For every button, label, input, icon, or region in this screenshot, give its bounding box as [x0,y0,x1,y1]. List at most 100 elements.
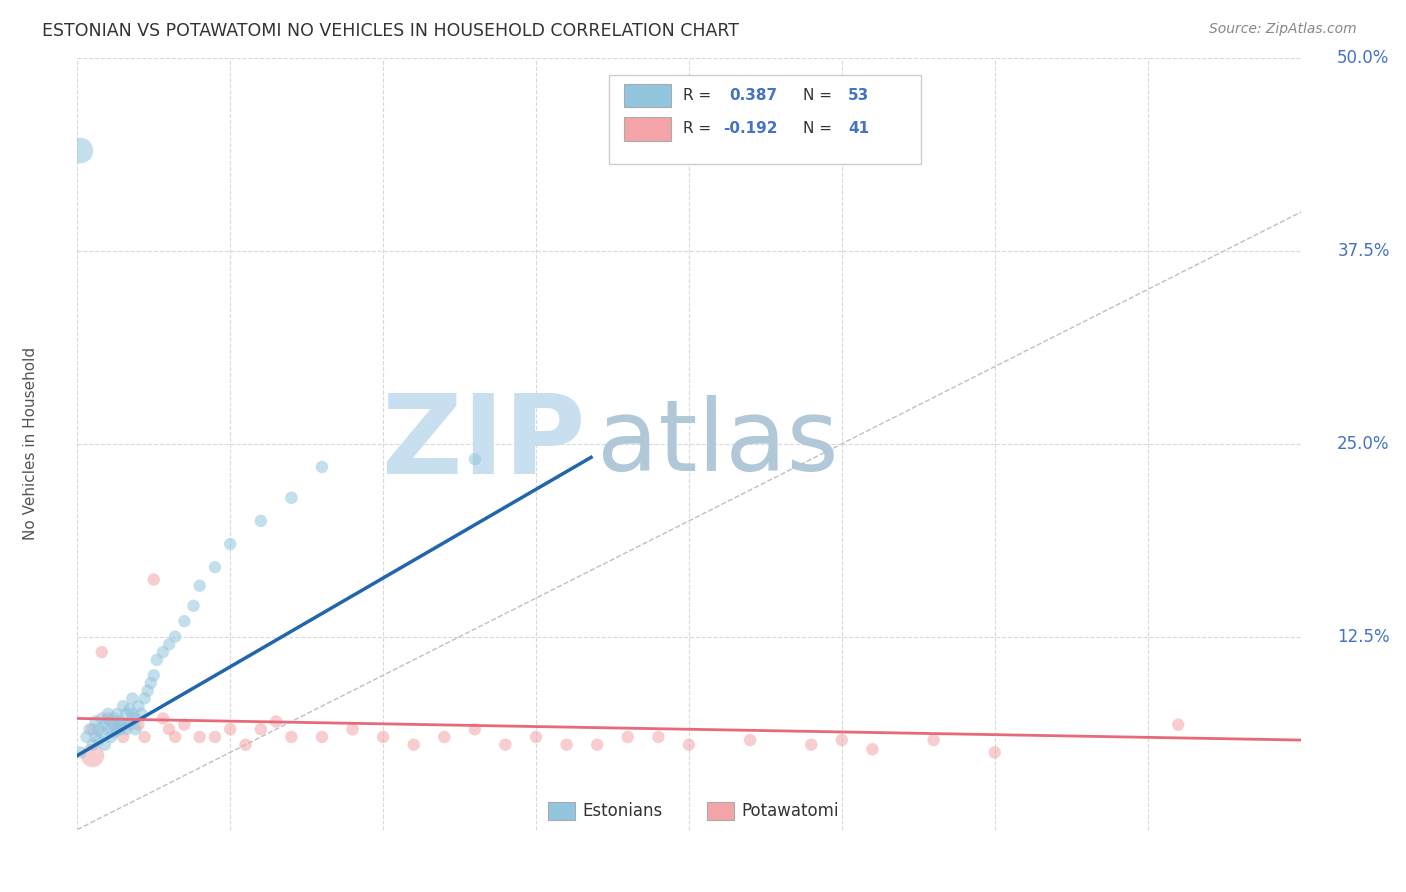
Point [311,730,333,744]
Point [87,733,110,747]
Point [371,730,394,744]
Text: 12.5%: 12.5% [1337,628,1391,646]
Point [142,668,165,682]
Point [250,514,273,528]
Point [183,599,205,613]
Point [97,706,120,721]
Text: Source: ZipAtlas.com: Source: ZipAtlas.com [1209,22,1357,37]
Point [79,723,101,737]
Text: ESTONIAN VS POTAWATOMI NO VEHICLES IN HOUSEHOLD CORRELATION CHART: ESTONIAN VS POTAWATOMI NO VEHICLES IN HO… [42,22,740,40]
Point [108,717,131,731]
Text: N =: N = [803,88,832,103]
Text: Potawatomi: Potawatomi [741,802,839,820]
Point [157,637,180,651]
Text: 50.0%: 50.0% [1337,49,1389,67]
Point [94,717,117,731]
Point [112,730,135,744]
Point [157,723,180,737]
Point [134,691,156,706]
Point [69,144,91,158]
Point [311,459,333,474]
Point [402,738,425,752]
Point [108,714,131,729]
Point [100,730,122,744]
Point [280,491,302,505]
Point [142,573,165,587]
Point [342,723,364,737]
Text: N =: N = [803,121,832,136]
Point [131,706,153,721]
Point [121,691,143,706]
Point [555,738,578,752]
Point [165,630,187,644]
Point [112,699,135,714]
Point [250,723,273,737]
Point [76,730,98,744]
Point [922,733,945,747]
Text: -0.192: -0.192 [723,121,778,136]
Point [862,742,884,756]
Point [139,676,162,690]
Point [97,711,120,725]
Point [464,723,486,737]
Point [121,711,143,725]
Point [90,725,112,739]
Point [165,730,187,744]
FancyBboxPatch shape [624,84,671,107]
Point [188,579,211,593]
Point [124,723,146,737]
Text: 41: 41 [848,121,869,136]
Point [103,711,125,725]
FancyBboxPatch shape [609,75,921,164]
Point [82,748,104,763]
Text: atlas: atlas [598,395,839,492]
Point [204,730,226,744]
Point [118,717,141,731]
Text: 25.0%: 25.0% [1337,434,1389,453]
Point [204,560,226,574]
Text: 0.387: 0.387 [730,88,778,103]
Text: No Vehicles in Household: No Vehicles in Household [24,347,38,541]
Point [94,738,117,752]
Point [105,706,128,721]
Point [124,711,146,725]
Point [152,645,174,659]
Point [984,745,1007,759]
Point [146,653,169,667]
Point [112,717,135,731]
FancyBboxPatch shape [548,802,575,821]
Text: R =: R = [683,88,711,103]
Point [495,738,517,752]
Point [433,730,456,744]
Point [121,706,143,721]
Point [127,699,149,714]
Point [127,717,149,731]
Point [103,725,125,739]
Point [69,745,91,759]
Point [82,723,104,737]
Point [82,738,104,752]
Point [84,714,107,729]
Point [188,730,211,744]
Text: R =: R = [683,121,711,136]
Point [90,645,112,659]
Point [800,738,823,752]
Point [280,730,302,744]
Point [100,714,122,729]
Point [152,711,174,725]
Point [115,723,138,737]
Text: Estonians: Estonians [582,802,662,820]
Point [219,723,242,737]
Point [524,730,547,744]
Point [115,706,138,721]
Text: ZIP: ZIP [381,391,585,497]
FancyBboxPatch shape [624,118,671,141]
Point [103,717,125,731]
Point [235,738,257,752]
Point [740,733,762,747]
Text: 53: 53 [848,88,869,103]
Point [586,738,609,752]
Point [136,683,159,698]
Point [264,714,287,729]
Point [173,614,195,628]
